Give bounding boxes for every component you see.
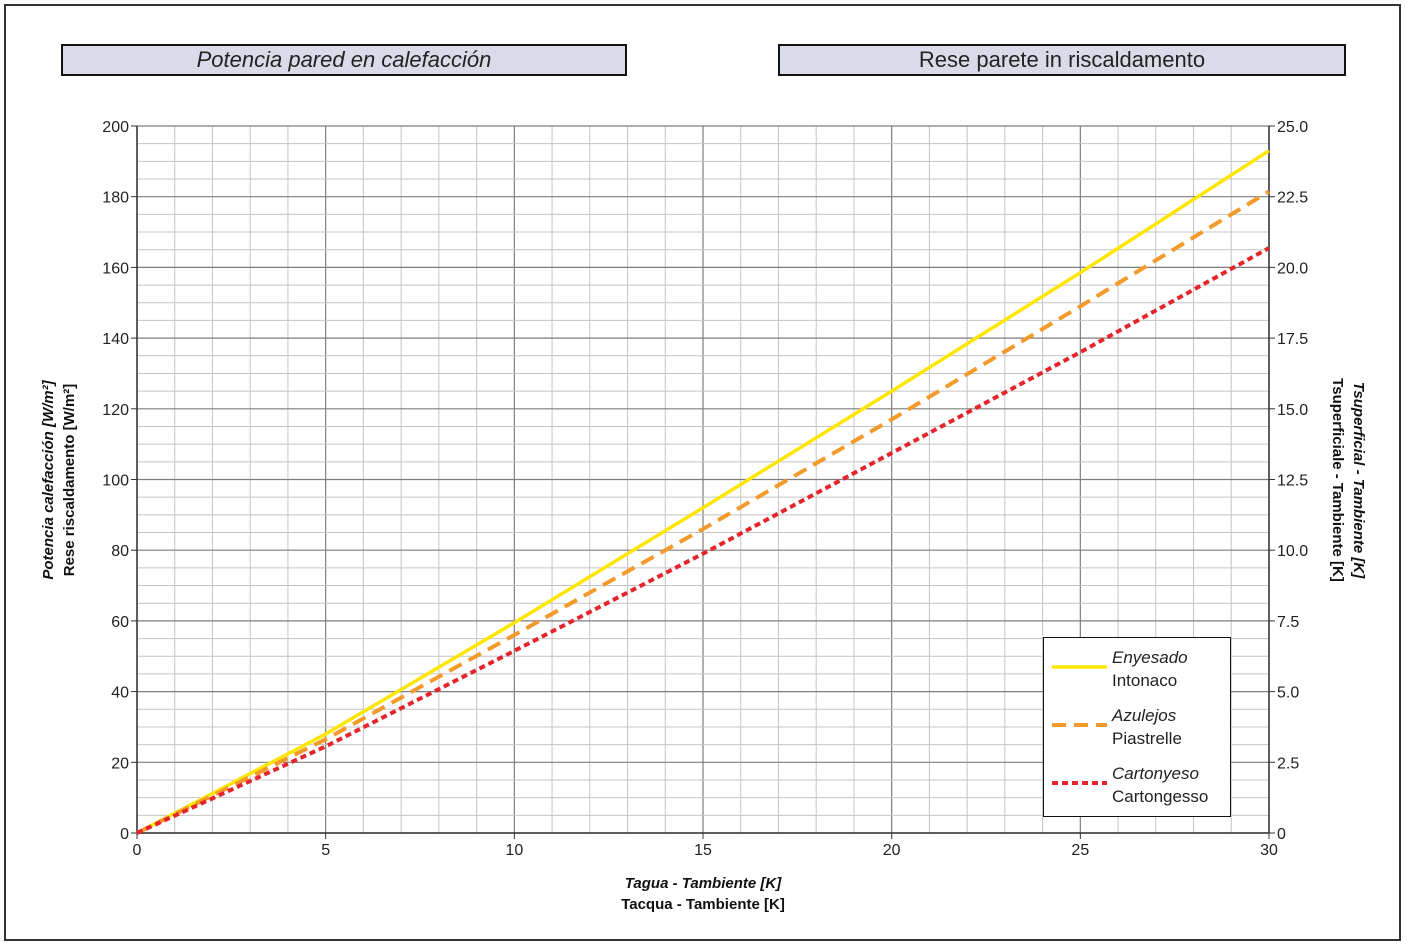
chart-title-es: Potencia pared en calefacción xyxy=(61,44,627,76)
legend-label-es: Enyesado xyxy=(1112,648,1188,667)
y-tick-label: 20 xyxy=(111,755,129,772)
legend: Enyesado Intonaco Azulejos Piastrelle Ca… xyxy=(1043,637,1231,817)
legend-label-es: Cartonyeso xyxy=(1112,764,1199,783)
y2-tick-label: 0 xyxy=(1277,826,1286,843)
chart-frame xyxy=(4,4,1401,941)
x-axis-label-es: Tagua - Tambiente [K] xyxy=(625,875,782,892)
y-tick-label: 0 xyxy=(120,826,129,843)
y2-tick-label: 22.5 xyxy=(1277,190,1308,207)
legend-item-azulejos: Azulejos Piastrelle xyxy=(1044,700,1230,756)
y-tick-label: 40 xyxy=(111,685,129,702)
series-lines xyxy=(136,149,1271,835)
y-left-axis-label-it: Rese riscaldamento [W/m²] xyxy=(61,384,78,577)
legend-label-it: Intonaco xyxy=(1112,671,1178,690)
y-right-axis-label-it: Tsuperficiale - Tambiente [K] xyxy=(1329,378,1346,582)
y2-tick-label: 5.0 xyxy=(1277,685,1299,702)
x-tick-label: 25 xyxy=(1071,842,1089,859)
y-tick-label: 180 xyxy=(102,190,129,207)
x-tick-label: 20 xyxy=(883,842,901,859)
y2-tick-label: 17.5 xyxy=(1277,331,1308,348)
x-tick-label: 15 xyxy=(694,842,712,859)
legend-label-it: Piastrelle xyxy=(1112,729,1182,748)
x-axis-label-it: Tacqua - Tambiente [K] xyxy=(621,896,785,913)
legend-label-es: Azulejos xyxy=(1112,706,1177,725)
x-tick-label: 0 xyxy=(133,842,142,859)
series-line-azulejos xyxy=(136,189,1271,835)
legend-label-it: Cartongesso xyxy=(1112,787,1209,806)
y-tick-label: 100 xyxy=(102,473,129,490)
x-tick-label: 5 xyxy=(321,842,330,859)
y2-tick-label: 12.5 xyxy=(1277,473,1308,490)
x-tick-label: 30 xyxy=(1260,842,1278,859)
y-tick-label: 60 xyxy=(111,614,129,631)
legend-item-cartonyeso: Cartonyeso Cartongesso xyxy=(1044,758,1230,814)
y-tick-label: 160 xyxy=(102,260,129,277)
y2-tick-label: 20.0 xyxy=(1277,260,1308,277)
y-left-axis-label-es: Potencia calefacción [W/m²] xyxy=(40,379,57,579)
legend-item-enyesado: Enyesado Intonaco xyxy=(1044,642,1230,698)
series-line-enyesado xyxy=(136,149,1270,835)
y2-tick-label: 7.5 xyxy=(1277,614,1299,631)
y2-tick-label: 15.0 xyxy=(1277,402,1308,419)
y2-tick-label: 2.5 xyxy=(1277,755,1299,772)
x-tick-label: 10 xyxy=(505,842,523,859)
y-tick-label: 140 xyxy=(102,331,129,348)
y2-tick-label: 10.0 xyxy=(1277,543,1308,560)
y-tick-label: 120 xyxy=(102,402,129,419)
y-right-axis-label-es: Tsuperficial - Tambiente [K] xyxy=(1350,382,1367,579)
y-tick-label: 80 xyxy=(111,543,129,560)
series-line-cartonyeso xyxy=(136,246,1270,835)
tick-labels: 0 5 10 15 20 25 300204060801001201401601802000… xyxy=(102,119,1308,859)
chart-title-it: Rese parete in riscaldamento xyxy=(778,44,1346,76)
y-tick-label: 200 xyxy=(102,119,129,136)
y2-tick-label: 25.0 xyxy=(1277,119,1308,136)
